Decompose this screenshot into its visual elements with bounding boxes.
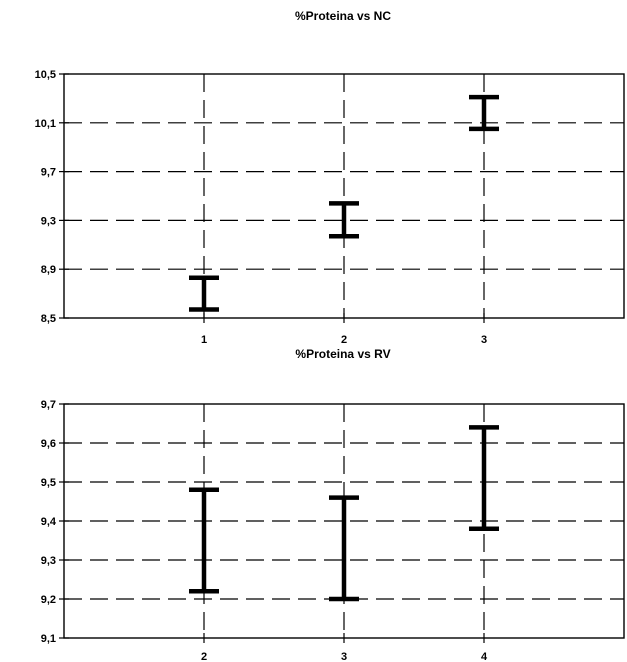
chart-proteina-vs-nc: %Proteina vs NC 10,5 10,1 9,7 9,3 8,9 8,5 1 2 3 — [35, 9, 625, 346]
y-tick-label: 9,4 — [41, 516, 57, 528]
error-bar — [469, 425, 499, 532]
x-tick-label: 3 — [341, 651, 347, 662]
y-tick-label: 10,1 — [35, 118, 56, 130]
y-tick-label: 9,3 — [41, 215, 56, 227]
y-tick-label: 9,7 — [41, 167, 56, 179]
plot-frame — [63, 73, 625, 319]
y-tick-label: 9,1 — [41, 633, 56, 645]
y-tick-label: 9,3 — [41, 555, 56, 567]
y-tick-label: 8,9 — [41, 264, 56, 276]
chart-title: %Proteina vs RV — [295, 347, 390, 361]
x-tick-label: 1 — [201, 334, 207, 346]
y-tick-label: 9,7 — [41, 399, 56, 411]
x-tick-label: 2 — [201, 651, 207, 662]
y-tick-label: 9,5 — [41, 477, 56, 489]
y-tick-label: 10,5 — [35, 69, 56, 81]
y-tick-label: 8,5 — [41, 313, 56, 325]
error-bar — [189, 275, 219, 312]
error-bar — [329, 495, 359, 602]
x-tick-label: 2 — [341, 334, 347, 346]
x-tick-label: 3 — [481, 334, 487, 346]
y-tick-label: 9,2 — [41, 594, 56, 606]
error-bar — [189, 487, 219, 594]
error-bar — [469, 94, 499, 132]
chart-title: %Proteina vs NC — [295, 9, 391, 23]
error-bar — [329, 201, 359, 239]
x-tick-label: 4 — [481, 651, 488, 662]
plot-frame — [63, 403, 625, 639]
y-tick-label: 9,6 — [41, 438, 56, 450]
chart-proteina-vs-rv: %Proteina vs RV 9,7 9,6 9,5 9,4 9,3 9,2 9,1 2 3 4 — [41, 347, 625, 662]
